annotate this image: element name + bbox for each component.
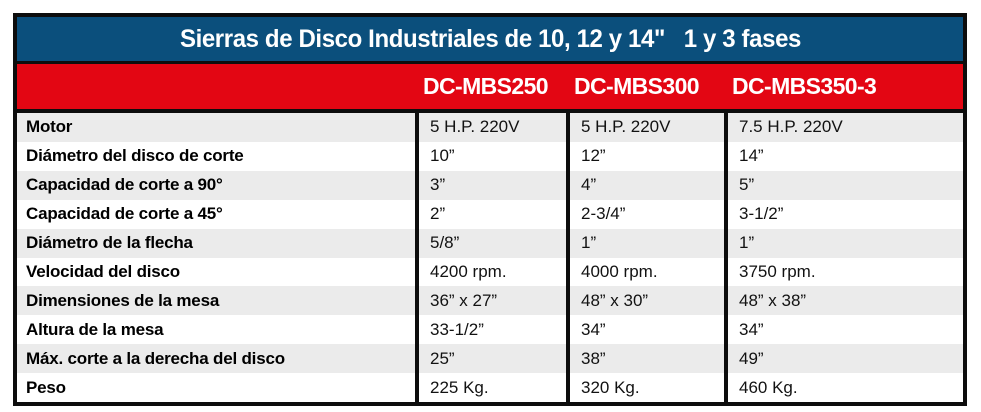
row-value: 7.5 H.P. 220V (724, 113, 963, 142)
model-header-dc-mbs350-3: DC-MBS350-3 (732, 73, 877, 99)
table-row-capacidad-90: Capacidad de corte a 90° 3” 4” 5” (17, 170, 963, 200)
row-value: 320 Kg. (566, 373, 724, 403)
row-label: Dimensiones de la mesa (26, 290, 220, 310)
row-value: 10” (415, 141, 566, 171)
table-row-capacidad-45: Capacidad de corte a 45° 2” 2-3/4” 3-1/2… (17, 199, 963, 229)
row-value: 4200 rpm. (415, 257, 566, 287)
row-value: 38” (566, 344, 724, 374)
row-value: 3750 rpm. (724, 257, 963, 287)
row-value: 34” (566, 315, 724, 345)
table-row-diametro-disco: Diámetro del disco de corte 10” 12” 14” (17, 141, 963, 171)
page-title: Sierras de Disco Industriales de 10, 12 … (179, 24, 801, 53)
row-value: 4000 rpm. (566, 257, 724, 287)
row-value: 36” x 27” (415, 286, 566, 316)
row-value: 14” (724, 141, 963, 171)
spec-table: Sierras de Disco Industriales de 10, 12 … (13, 13, 967, 406)
table-row-motor: Motor 5 H.P. 220V 5 H.P. 220V 7.5 H.P. 2… (17, 113, 963, 142)
row-value: 12” (566, 141, 724, 171)
row-value: 33-1/2” (415, 315, 566, 345)
table-row-max-corte-derecha: Máx. corte a la derecha del disco 25” 38… (17, 344, 963, 374)
row-value: 1” (566, 228, 724, 258)
row-label: Altura de la mesa (26, 319, 164, 339)
row-value: 34” (724, 315, 963, 345)
row-value: 5/8” (415, 228, 566, 258)
row-label: Máx. corte a la derecha del disco (26, 348, 285, 368)
row-value: 25” (415, 344, 566, 374)
row-value: 2” (415, 199, 566, 229)
row-value: 2-3/4” (566, 199, 724, 229)
row-value: 1” (724, 228, 963, 258)
row-value: 5 H.P. 220V (566, 113, 724, 142)
row-value: 49” (724, 344, 963, 374)
row-label: Peso (26, 377, 66, 397)
row-value: 48” x 38” (724, 286, 963, 316)
row-value: 225 Kg. (415, 373, 566, 403)
row-label: Diámetro de la flecha (26, 233, 193, 253)
table-body: Motor 5 H.P. 220V 5 H.P. 220V 7.5 H.P. 2… (17, 113, 963, 403)
model-header-dc-mbs250: DC-MBS250 (423, 73, 549, 99)
row-value: 3” (415, 170, 566, 200)
model-header-dc-mbs300: DC-MBS300 (574, 73, 700, 99)
row-value: 5” (724, 170, 963, 200)
row-value: 460 Kg. (724, 373, 963, 403)
row-label: Diámetro del disco de corte (26, 146, 244, 166)
row-value: 4” (566, 170, 724, 200)
table-row-dimensiones-mesa: Dimensiones de la mesa 36” x 27” 48” x 3… (17, 286, 963, 316)
row-value: 48” x 30” (566, 286, 724, 316)
row-value: 3-1/2” (724, 199, 963, 229)
table-row-peso: Peso 225 Kg. 320 Kg. 460 Kg. (17, 373, 963, 403)
models-header-row: DC-MBS250 DC-MBS300 DC-MBS350-3 (17, 64, 963, 113)
row-label: Capacidad de corte a 45° (26, 204, 223, 224)
table-row-altura-mesa: Altura de la mesa 33-1/2” 34” 34” (17, 315, 963, 345)
title-bar: Sierras de Disco Industriales de 10, 12 … (17, 17, 963, 64)
row-label: Motor (26, 117, 73, 137)
table-row-diametro-flecha: Diámetro de la flecha 5/8” 1” 1” (17, 228, 963, 258)
table-row-velocidad: Velocidad del disco 4200 rpm. 4000 rpm. … (17, 257, 963, 287)
row-value: 5 H.P. 220V (415, 113, 566, 142)
row-label: Capacidad de corte a 90° (26, 175, 223, 195)
row-label: Velocidad del disco (26, 261, 180, 281)
